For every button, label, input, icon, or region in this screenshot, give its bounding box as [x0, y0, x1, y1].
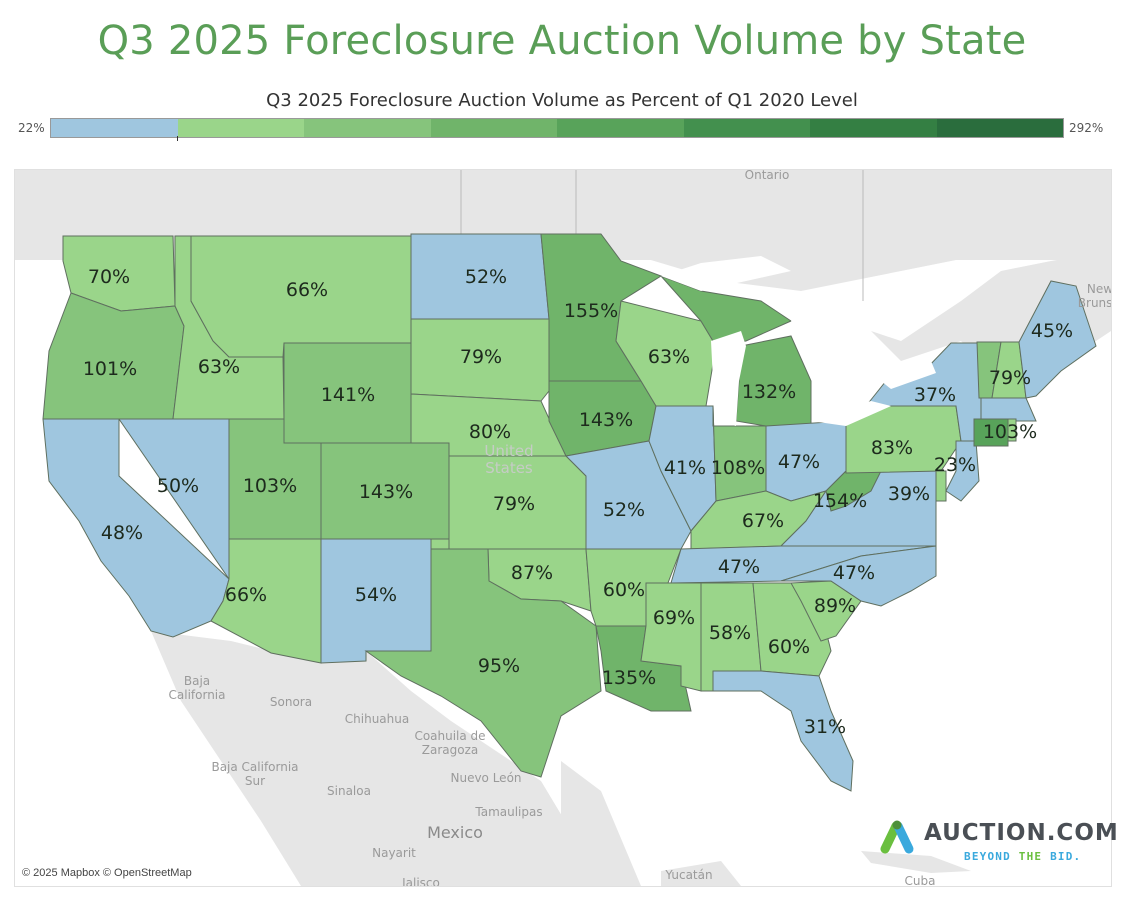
auction-com-logo: AUCTION.COM BEYOND THE BID. — [876, 818, 1118, 868]
logo-mark-icon — [880, 820, 914, 854]
geo-label-baja-california: Baja California — [168, 674, 226, 702]
map-view[interactable]: 70% 66% 52% 155% 45% 101% 63% 79% 63% 14… — [14, 169, 1112, 887]
map-canvas[interactable] — [15, 170, 1111, 886]
state-label-mo: 52% — [602, 499, 646, 521]
state-nc — [780, 545, 937, 607]
state-label-ca: 48% — [100, 522, 144, 544]
state-label-id: 63% — [197, 356, 241, 378]
geo-label-united-states: United States — [484, 441, 534, 477]
legend-title: Q3 2025 Foreclosure Auction Volume as Pe… — [266, 90, 858, 111]
state-label-nm: 54% — [354, 584, 398, 606]
geo-label-new-brunswick: NewBrunsw — [1077, 282, 1112, 310]
geo-label-nuevo-leon: Nuevo León — [450, 771, 522, 786]
legend-segment — [936, 119, 1063, 137]
state-label-wa: 70% — [87, 266, 131, 288]
geo-label-chihuahua: Chihuahua — [344, 712, 410, 727]
state-me — [1018, 280, 1097, 399]
state-mi-up — [660, 275, 793, 347]
state-label-ar: 60% — [602, 579, 646, 601]
state-label-va: 39% — [887, 483, 931, 505]
state-label-nd: 52% — [464, 266, 508, 288]
state-label-il: 41% — [663, 457, 707, 479]
geo-label-tamaulipas: Tamaulipas — [475, 805, 543, 820]
legend-segment — [683, 119, 810, 137]
legend-segment — [51, 119, 178, 137]
state-fl — [712, 670, 854, 792]
state-label-me: 45% — [1030, 320, 1074, 342]
legend-tick — [177, 136, 178, 141]
state-label-oh: 47% — [777, 451, 821, 473]
state-label-mi: 132% — [741, 381, 797, 403]
color-legend — [50, 118, 1064, 138]
state-label-ms: 69% — [652, 607, 696, 629]
state-label-ia: 143% — [578, 409, 634, 431]
state-label-ny: 37% — [913, 384, 957, 406]
state-label-tx: 95% — [477, 655, 521, 677]
state-label-ct: 103% — [982, 421, 1038, 443]
state-label-wi: 63% — [647, 346, 691, 368]
page-title: Q3 2025 Foreclosure Auction Volume by St… — [97, 18, 1027, 64]
state-or — [42, 292, 185, 420]
legend-segment — [304, 119, 431, 137]
state-label-al: 58% — [708, 622, 752, 644]
legend-min-label: 22% — [18, 121, 45, 135]
legend-segment — [810, 119, 937, 137]
state-ri — [1007, 418, 1017, 442]
legend-segment — [430, 119, 557, 137]
geo-label-mexico: Mexico — [427, 822, 483, 842]
geo-label-baja-california-sur: Baja California Sur — [211, 760, 299, 788]
state-label-mt: 66% — [285, 279, 329, 301]
state-tx — [364, 548, 602, 778]
state-label-nc: 47% — [832, 562, 876, 584]
state-ct — [973, 418, 1009, 447]
geo-label-ontario: Ontario — [744, 169, 790, 183]
state-label-vt-nh: 79% — [988, 367, 1032, 389]
geo-label-jalisco: Jalisco — [402, 876, 440, 887]
state-label-pa: 83% — [870, 437, 914, 459]
geo-label-sinaloa: Sinaloa — [327, 784, 371, 799]
map-attribution[interactable]: © 2025 Mapbox © OpenStreetMap — [18, 866, 196, 880]
state-de — [935, 470, 947, 502]
state-label-nv: 50% — [156, 475, 200, 497]
state-label-ga: 60% — [767, 636, 811, 658]
state-label-wy: 141% — [320, 384, 376, 406]
state-label-ks: 79% — [492, 493, 536, 515]
state-ma — [980, 397, 1037, 422]
legend-segment — [177, 119, 304, 137]
state-ca — [42, 418, 230, 638]
state-label-fl: 31% — [803, 716, 847, 738]
state-sd — [410, 318, 550, 402]
geo-label-sonora: Sonora — [269, 695, 313, 710]
state-label-tn: 47% — [717, 556, 761, 578]
state-label-nj: 23% — [933, 454, 977, 476]
state-label-sd: 79% — [459, 346, 503, 368]
geo-label-cuba: Cuba — [904, 874, 936, 887]
state-label-az: 66% — [224, 584, 268, 606]
logo-tagline: BEYOND THE BID. — [964, 850, 1082, 863]
legend-segment — [557, 119, 684, 137]
state-label-co: 143% — [358, 481, 414, 503]
state-label-la: 135% — [601, 667, 657, 689]
logo-wordmark: AUCTION.COM — [924, 820, 1119, 846]
geo-label-yucatan: Yucatán — [665, 868, 713, 883]
state-label-sc: 89% — [813, 595, 857, 617]
state-label-ok: 87% — [510, 562, 554, 584]
state-label-ky: 67% — [741, 510, 785, 532]
state-label-mn: 155% — [563, 300, 619, 322]
state-label-ut: 103% — [242, 475, 298, 497]
legend-max-label: 292% — [1069, 121, 1104, 135]
state-label-or: 101% — [82, 358, 138, 380]
geo-label-coahuila: Coahuila de Zaragoza — [414, 729, 486, 757]
state-label-ne: 80% — [468, 421, 512, 443]
state-label-in: 108% — [710, 457, 766, 479]
state-label-wv: 154% — [812, 490, 868, 512]
geo-label-nayarit: Nayarit — [372, 846, 416, 861]
